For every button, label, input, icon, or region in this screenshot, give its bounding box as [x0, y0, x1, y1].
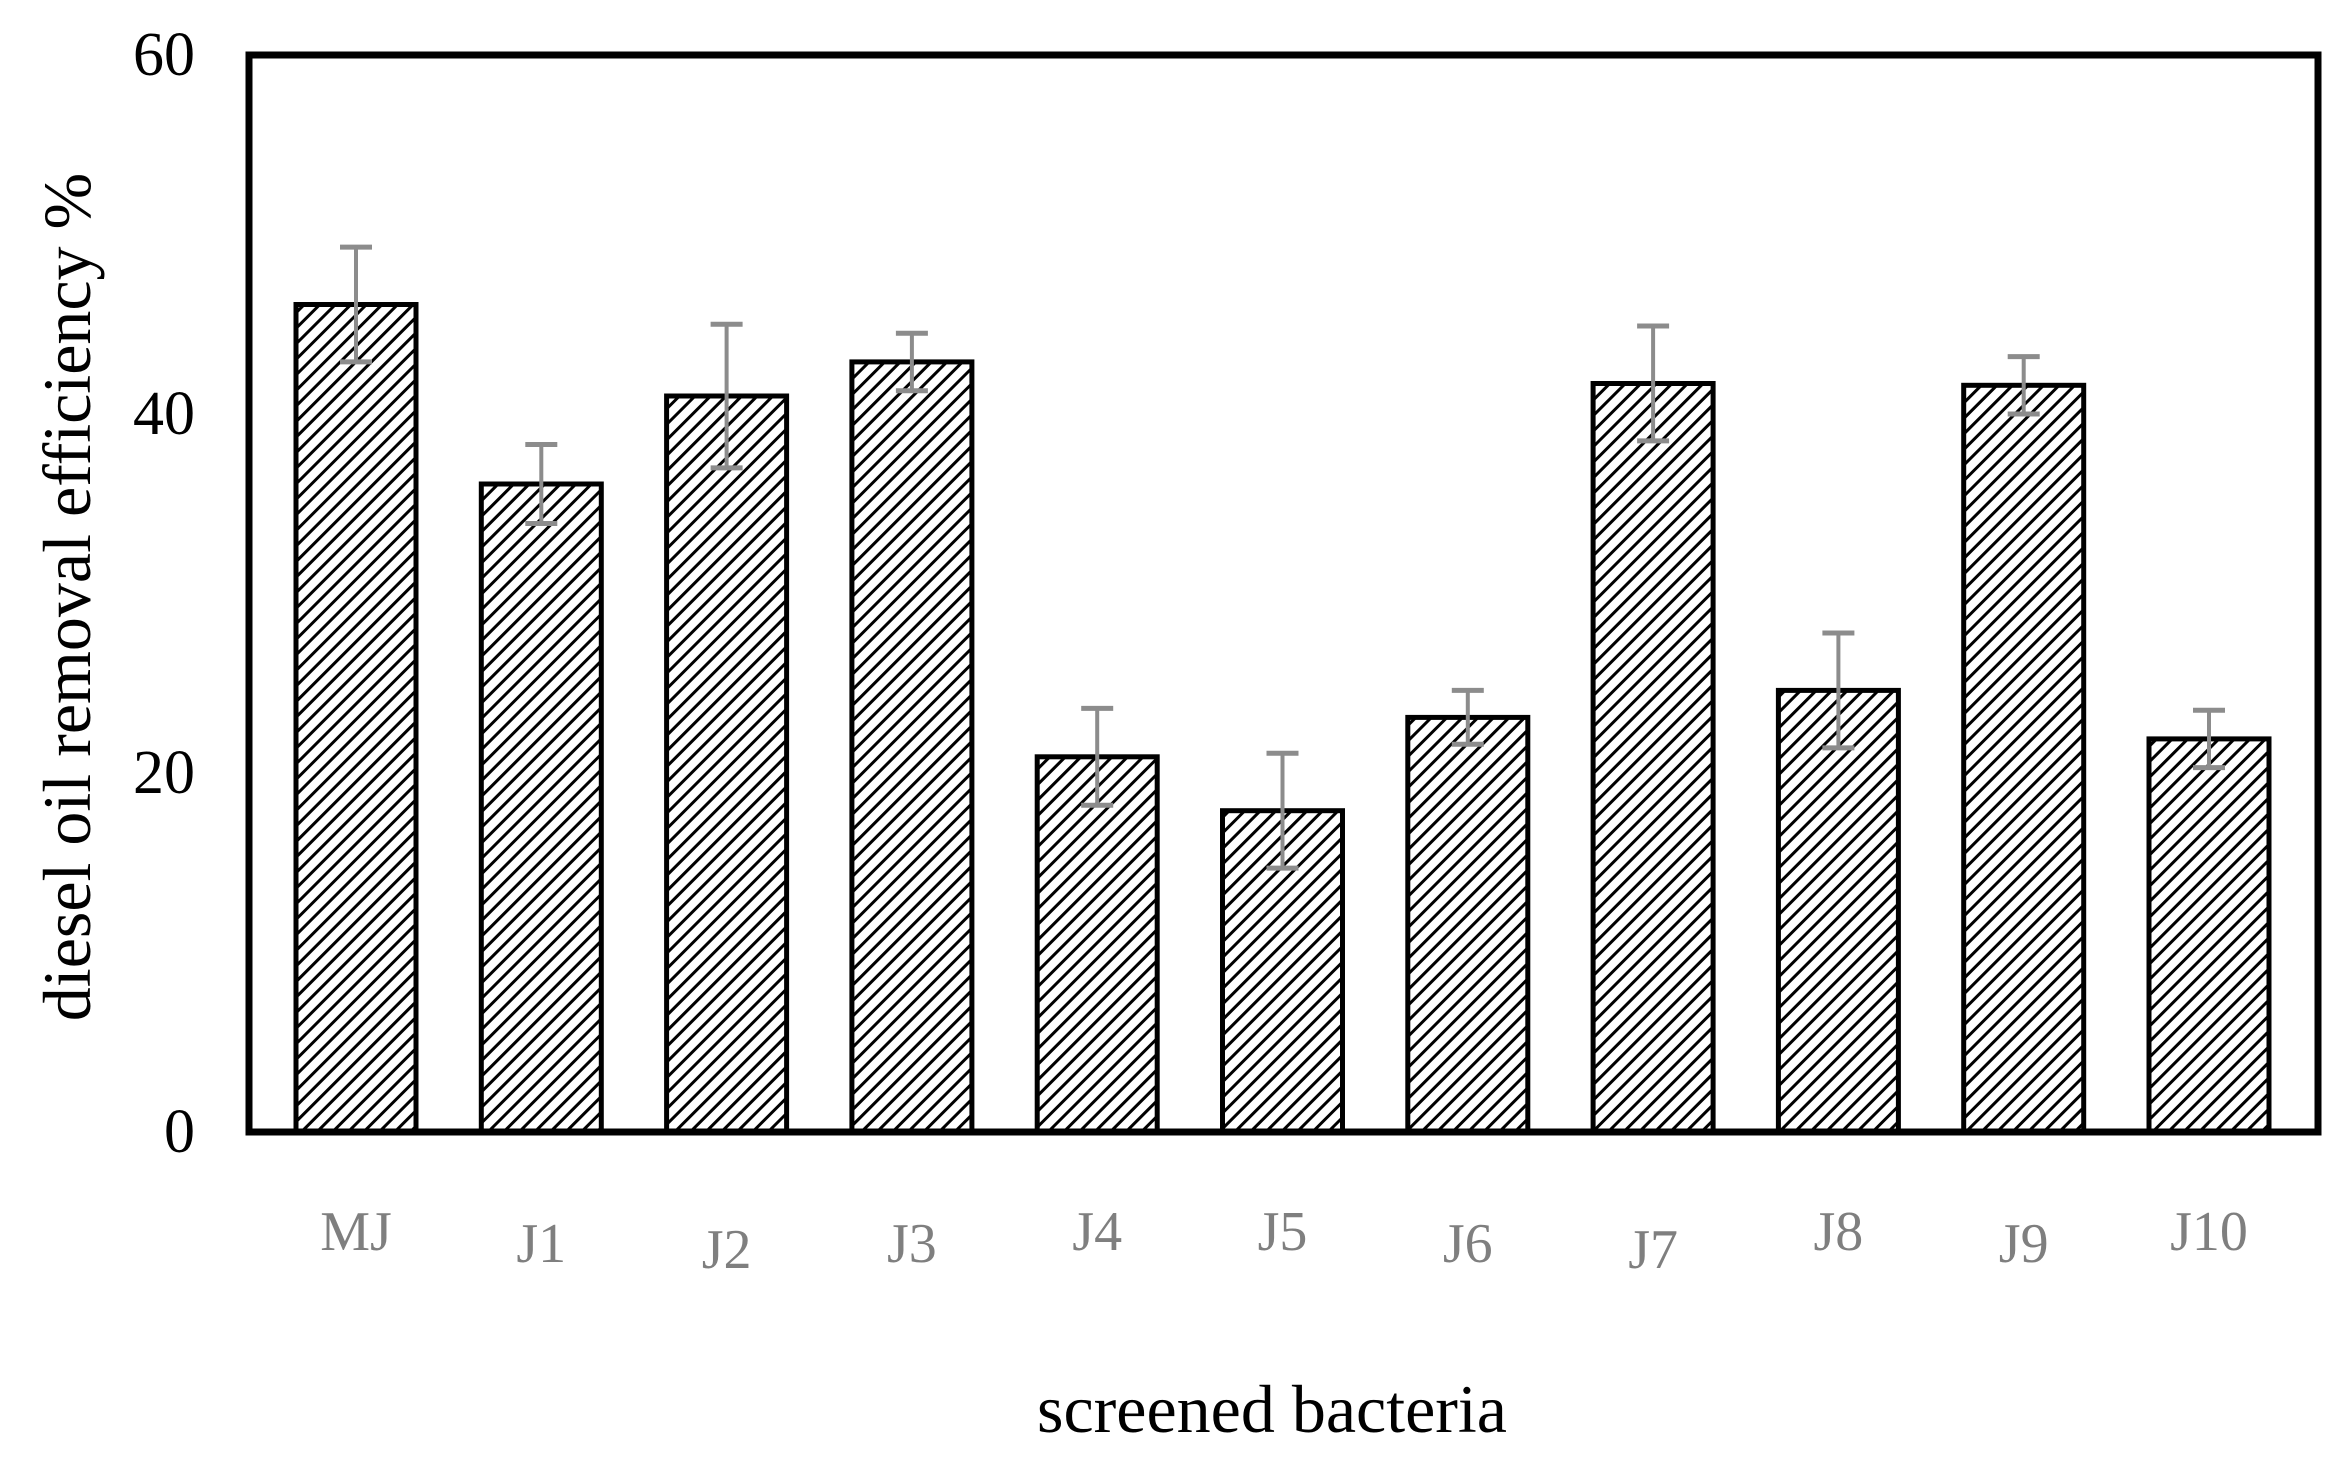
x-tick-label-j3: J3 — [887, 1213, 937, 1275]
x-tick-label-j8: J8 — [1814, 1201, 1864, 1263]
error-bar-mj — [340, 244, 372, 365]
y-tick-label-40: 40 — [133, 380, 195, 448]
error-bars-layer — [340, 244, 2225, 871]
x-axis-title: screened bacteria — [1037, 1371, 1507, 1447]
error-bar-j7 — [1637, 323, 1670, 444]
bar-j9 — [1961, 382, 2087, 1135]
plot-area-frame — [245, 51, 2322, 1136]
x-tick-label-j4: J4 — [1072, 1201, 1122, 1263]
bar-j8 — [1775, 687, 1901, 1135]
bar-mj — [293, 302, 419, 1135]
error-bar-j2 — [710, 321, 743, 471]
error-bar-j1 — [525, 442, 558, 526]
error-bar-j6 — [1451, 687, 1484, 747]
y-axis-title: diesel oil removal efficiency % — [29, 173, 105, 1021]
y-tick-label-20: 20 — [133, 739, 195, 807]
bar-j7 — [1590, 381, 1716, 1135]
x-tick-label-j5: J5 — [1258, 1201, 1308, 1263]
x-tick-label-j6: J6 — [1443, 1213, 1493, 1275]
error-bar-j3 — [895, 330, 928, 394]
error-bar-j10 — [2193, 707, 2225, 771]
error-bar-j5 — [1266, 750, 1299, 871]
y-axis-ticks: 0 20 40 60 — [133, 21, 195, 1166]
bar-j10 — [2146, 736, 2272, 1135]
x-tick-label-j7: J7 — [1628, 1219, 1678, 1281]
x-tick-label-mj: MJ — [320, 1201, 392, 1263]
bar-j4 — [1034, 754, 1160, 1135]
x-axis-ticks: MJ J1 J2 J3 J4 J5 J6 J7 J8 J9 J10 — [320, 1201, 2248, 1281]
bars-layer — [293, 302, 2272, 1135]
bar-j2 — [664, 393, 790, 1135]
error-bar-j8 — [1822, 630, 1855, 751]
y-tick-label-60: 60 — [133, 21, 195, 89]
error-bar-j9 — [2007, 354, 2040, 417]
error-bar-j4 — [1081, 705, 1114, 808]
bar-j6 — [1405, 714, 1531, 1135]
bar-j1 — [478, 481, 604, 1135]
x-tick-label-j2: J2 — [702, 1219, 752, 1281]
y-tick-label-0: 0 — [164, 1098, 195, 1166]
x-tick-label-j10: J10 — [2170, 1201, 2248, 1263]
x-tick-label-j9: J9 — [1999, 1213, 2049, 1275]
x-tick-label-j1: J1 — [516, 1213, 566, 1275]
bar-j3 — [849, 359, 975, 1135]
